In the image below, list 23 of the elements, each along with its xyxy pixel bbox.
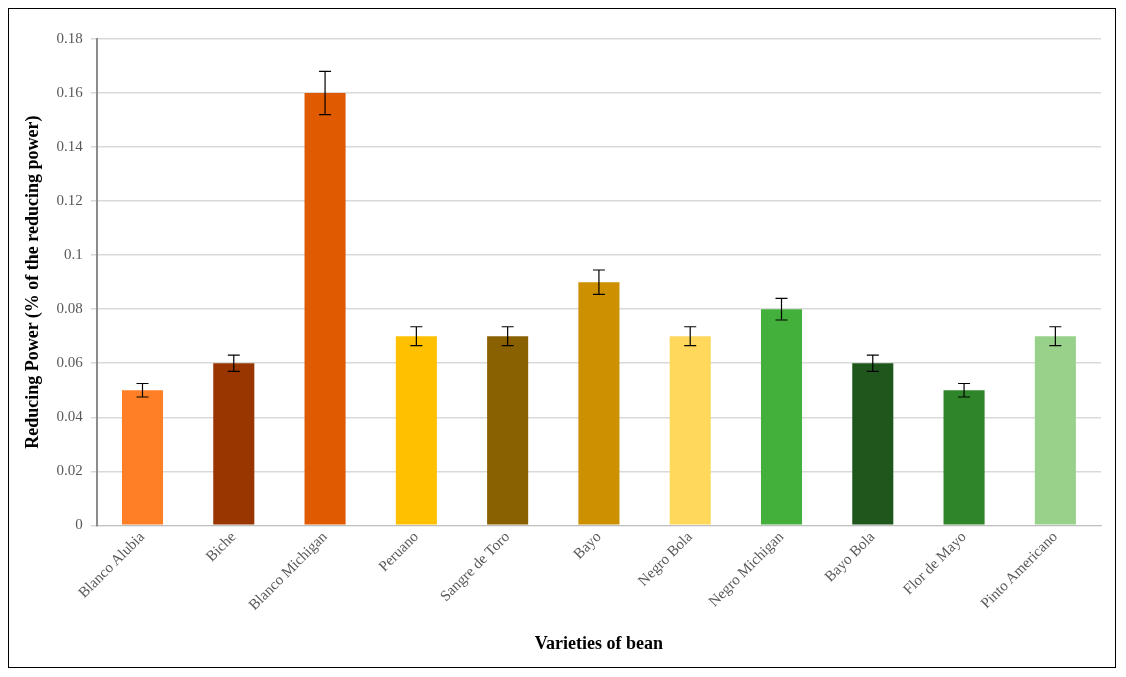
bar <box>213 363 255 525</box>
y-tick-label: 0.1 <box>64 246 83 263</box>
bar <box>304 93 346 525</box>
y-tick-label: 0.02 <box>56 462 83 479</box>
y-tick-label: 0.14 <box>56 138 84 155</box>
y-tick-label: 0.18 <box>56 29 83 46</box>
bar <box>669 336 711 525</box>
bar <box>121 390 164 525</box>
x-axis-title: Varieties of bean <box>534 632 664 653</box>
bar <box>395 336 437 525</box>
bar <box>578 282 620 525</box>
y-axis-title: Reducing Power (% of the reducing power) <box>22 115 44 449</box>
y-tick-label: 0.12 <box>56 192 83 209</box>
y-tick-label: 0.08 <box>56 300 83 317</box>
y-tick-label: 0.06 <box>56 354 84 371</box>
bar <box>760 309 803 525</box>
y-tick-label: 0 <box>75 516 83 533</box>
bar <box>943 390 985 525</box>
bar <box>852 363 894 525</box>
bar <box>487 336 529 525</box>
y-tick-label: 0.04 <box>56 408 84 425</box>
y-tick-label: 0.16 <box>56 83 84 100</box>
bar <box>1034 336 1076 525</box>
